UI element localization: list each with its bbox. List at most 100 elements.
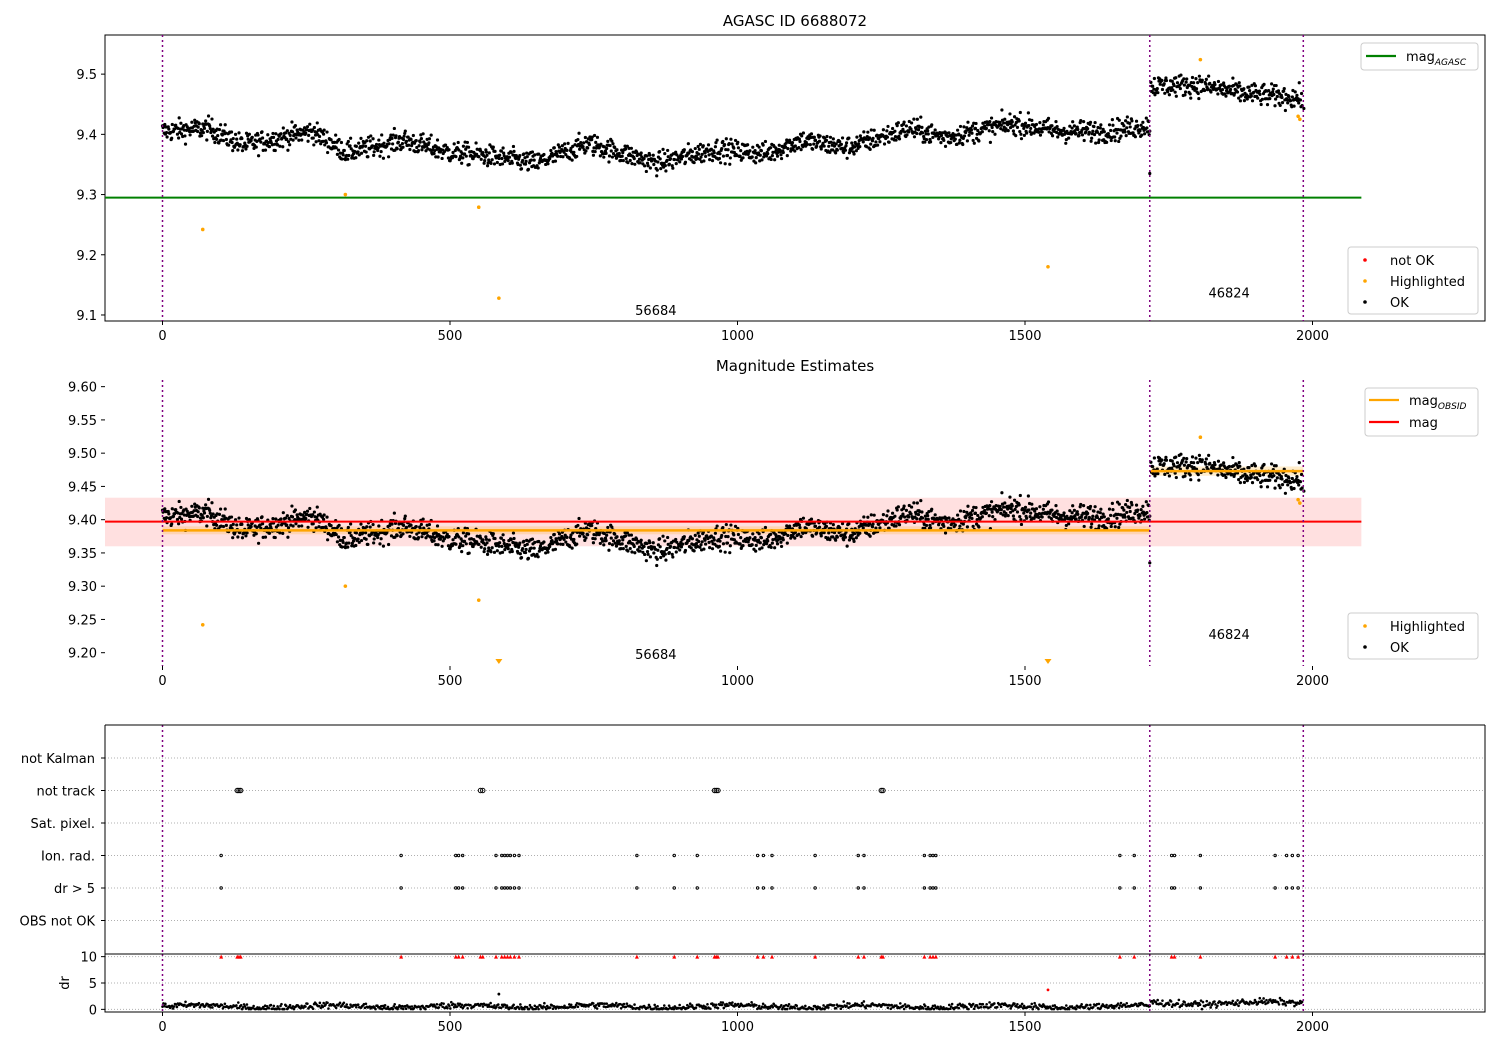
ok-point [349, 534, 353, 538]
ok-point [451, 150, 455, 155]
ok-point [1102, 515, 1106, 519]
ok-point [1145, 510, 1149, 515]
ok-point [273, 148, 277, 153]
ok-point [783, 532, 788, 536]
ok-point [672, 157, 677, 162]
ok-point [630, 162, 634, 166]
ok-point [376, 146, 380, 150]
dr-point [520, 1005, 523, 1009]
ok-point [1189, 96, 1193, 100]
ok-point [1017, 503, 1021, 507]
ok-point [989, 116, 994, 120]
ok-point [1207, 453, 1211, 457]
ok-point [909, 127, 913, 131]
ok-point [535, 552, 539, 556]
ok-point [692, 549, 696, 553]
highlighted-point [1046, 265, 1050, 269]
ok-point [721, 154, 726, 158]
ok-point [797, 532, 801, 536]
flag-category-label: dr > 5 [54, 882, 95, 897]
ok-point [1010, 120, 1014, 124]
ok-point [756, 151, 761, 155]
ok-point [627, 533, 631, 537]
ok-point [1164, 455, 1168, 460]
flag-marker [508, 853, 513, 858]
ok-point [876, 143, 880, 147]
ok-point [1019, 137, 1024, 141]
ok-point [939, 140, 943, 145]
ok-point [668, 544, 673, 549]
ok-point [460, 161, 464, 165]
ok-point [458, 542, 463, 546]
ok-point [549, 535, 553, 540]
ok-point [1067, 522, 1071, 526]
ok-point [999, 126, 1003, 131]
ok-point [1145, 126, 1149, 130]
ok-point [372, 153, 376, 157]
ok-point [903, 515, 907, 519]
ok-point [1219, 463, 1223, 467]
ok-point [532, 546, 536, 550]
flag-marker [1296, 886, 1300, 890]
ok-point [401, 532, 405, 536]
ok-point [303, 510, 307, 514]
ok-point [536, 555, 540, 559]
off-scale-marker [1044, 659, 1052, 664]
ok-point [1006, 129, 1010, 133]
ok-point [866, 515, 870, 519]
ok-point [174, 123, 178, 127]
ok-point [235, 523, 239, 527]
highlighted-point [200, 622, 205, 627]
ok-point [721, 139, 725, 144]
ok-point [177, 522, 181, 526]
ok-point [947, 516, 951, 520]
ok-point [278, 144, 282, 148]
ok-point [1139, 507, 1143, 512]
dr-point [597, 1004, 601, 1008]
ok-point [356, 537, 360, 541]
ok-point [1092, 132, 1097, 137]
ok-point [667, 551, 671, 555]
ok-point [510, 161, 514, 165]
ok-point [1006, 513, 1010, 518]
dr-point [522, 1007, 526, 1011]
ok-point [609, 149, 613, 153]
ok-point [598, 154, 602, 158]
ok-point [1092, 509, 1096, 513]
dr-point [647, 1003, 651, 1007]
ok-point [613, 541, 617, 545]
ok-point [407, 143, 411, 147]
ok-point [1018, 493, 1022, 498]
ok-point [487, 151, 491, 155]
ok-point [961, 136, 965, 141]
ok-point [1106, 131, 1110, 136]
ok-point [526, 167, 531, 172]
ok-point [593, 149, 597, 154]
ok-point [271, 131, 275, 136]
ok-point [896, 505, 900, 509]
dr-point [402, 1007, 405, 1011]
ok-point [1249, 475, 1253, 479]
ok-point [718, 539, 722, 543]
dr-point [902, 1007, 906, 1011]
legend-marker [1363, 279, 1367, 283]
ok-point [1204, 77, 1208, 81]
ok-point [300, 524, 304, 528]
dr-point [926, 1005, 930, 1009]
ok-point [1283, 108, 1288, 113]
dr-point [619, 1006, 623, 1010]
ok-point [798, 525, 802, 530]
ok-point [206, 497, 211, 501]
ok-point [630, 550, 634, 554]
ok-point [886, 509, 890, 513]
ok-point [766, 152, 770, 156]
flag-marker [635, 886, 639, 890]
ok-point [334, 532, 338, 537]
ok-point [940, 516, 944, 520]
ok-point [819, 147, 823, 151]
ok-point [237, 516, 241, 520]
ok-point [346, 139, 350, 144]
ok-point [1124, 119, 1128, 123]
ok-point [285, 523, 289, 527]
ok-point [1040, 130, 1044, 134]
